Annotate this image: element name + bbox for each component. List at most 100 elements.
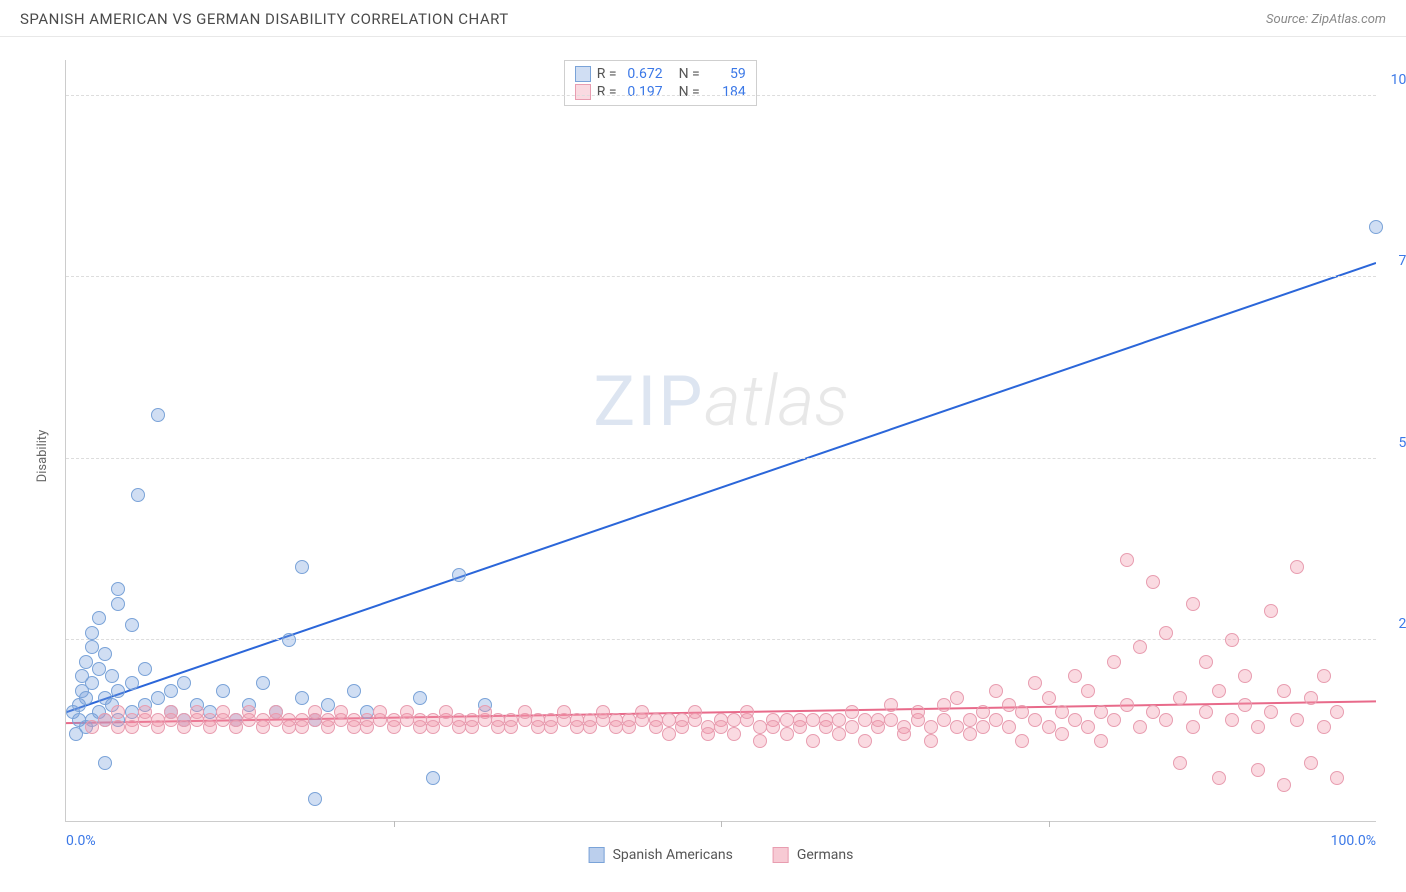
y-tick-label: 25.0% — [1381, 616, 1406, 632]
data-point — [321, 713, 335, 727]
data-point — [308, 792, 322, 806]
data-point — [1304, 756, 1318, 770]
data-point — [1330, 771, 1344, 785]
data-point — [989, 684, 1003, 698]
data-point — [1225, 713, 1239, 727]
data-point — [1251, 720, 1265, 734]
data-point — [976, 720, 990, 734]
chart-area: Disability ZIPatlas R =0.672N =59R =0.19… — [20, 40, 1386, 872]
data-point — [282, 633, 296, 647]
data-point — [373, 705, 387, 719]
data-point — [1028, 713, 1042, 727]
data-point — [1133, 640, 1147, 654]
trend-lines — [66, 60, 1376, 821]
data-point — [1277, 684, 1291, 698]
data-point — [452, 713, 466, 727]
data-point — [897, 727, 911, 741]
data-point — [216, 705, 230, 719]
stat-r-value: 0.197 — [623, 84, 663, 100]
stat-n-label: N = — [679, 66, 700, 82]
data-point — [819, 713, 833, 727]
data-point — [753, 734, 767, 748]
data-point — [1015, 734, 1029, 748]
data-point — [544, 720, 558, 734]
data-point — [1238, 669, 1252, 683]
data-point — [701, 727, 715, 741]
stat-n-label: N = — [679, 84, 700, 100]
data-point — [242, 705, 256, 719]
data-point — [321, 698, 335, 712]
data-point — [111, 582, 125, 596]
data-point — [360, 720, 374, 734]
data-point — [1068, 669, 1082, 683]
data-point — [256, 676, 270, 690]
data-point — [714, 720, 728, 734]
data-point — [92, 662, 106, 676]
data-point — [413, 713, 427, 727]
data-point — [924, 734, 938, 748]
data-point — [1094, 705, 1108, 719]
data-point — [347, 713, 361, 727]
data-point — [845, 705, 859, 719]
data-point — [1068, 713, 1082, 727]
data-point — [937, 713, 951, 727]
watermark: ZIPatlas — [593, 361, 848, 443]
data-point — [989, 713, 1003, 727]
data-point — [1290, 560, 1304, 574]
stats-swatch — [575, 66, 591, 82]
legend-item: Spanish Americans — [589, 847, 733, 863]
data-point — [753, 720, 767, 734]
x-tick-mark — [394, 821, 395, 827]
data-point — [622, 720, 636, 734]
chart-header: SPANISH AMERICAN VS GERMAN DISABILITY CO… — [0, 0, 1406, 37]
data-point — [138, 662, 152, 676]
data-point — [1094, 734, 1108, 748]
data-point — [1159, 713, 1173, 727]
data-point — [125, 720, 139, 734]
data-point — [177, 713, 191, 727]
stats-swatch — [575, 84, 591, 100]
data-point — [662, 727, 676, 741]
data-point — [92, 611, 106, 625]
data-point — [98, 756, 112, 770]
y-tick-label: 75.0% — [1381, 253, 1406, 269]
data-point — [308, 705, 322, 719]
data-point — [950, 691, 964, 705]
data-point — [596, 705, 610, 719]
data-point — [1277, 778, 1291, 792]
data-point — [1186, 597, 1200, 611]
data-point — [911, 705, 925, 719]
data-point — [491, 713, 505, 727]
data-point — [531, 713, 545, 727]
legend-swatch — [773, 847, 789, 863]
data-point — [1186, 720, 1200, 734]
data-point — [1028, 676, 1042, 690]
stats-legend-box: R =0.672N =59R =0.197N =184 — [564, 60, 757, 106]
data-point — [1015, 705, 1029, 719]
stat-r-label: R = — [597, 66, 617, 82]
stat-r-label: R = — [597, 84, 617, 100]
data-point — [871, 713, 885, 727]
data-point — [1042, 720, 1056, 734]
legend-item: Germans — [773, 847, 854, 863]
x-tick-label: 100.0% — [1331, 833, 1376, 849]
data-point — [1146, 575, 1160, 589]
data-point — [229, 713, 243, 727]
data-point — [924, 720, 938, 734]
data-point — [111, 720, 125, 734]
data-point — [1290, 713, 1304, 727]
data-point — [793, 713, 807, 727]
stats-row: R =0.672N =59 — [575, 65, 746, 83]
data-point — [1081, 720, 1095, 734]
data-point — [1199, 705, 1213, 719]
data-point — [151, 713, 165, 727]
stat-n-value: 59 — [706, 66, 746, 82]
data-point — [884, 713, 898, 727]
legend-label: Spanish Americans — [613, 847, 733, 863]
data-point — [478, 705, 492, 719]
data-point — [963, 713, 977, 727]
data-point — [1317, 720, 1331, 734]
data-point — [85, 720, 99, 734]
data-point — [295, 560, 309, 574]
data-point — [439, 705, 453, 719]
